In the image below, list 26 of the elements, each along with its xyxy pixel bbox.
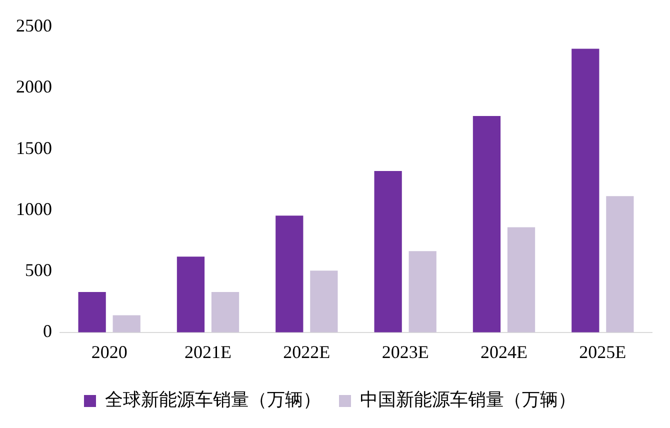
- bar: [78, 292, 106, 332]
- bar: [507, 227, 536, 332]
- bar: [310, 270, 338, 332]
- x-tick-label: 2023E: [382, 342, 429, 362]
- x-tick-label: 2021E: [184, 342, 232, 362]
- x-tick-label: 2022E: [283, 342, 330, 362]
- bar: [211, 292, 240, 332]
- y-tick-label: 0: [43, 321, 52, 342]
- y-tick-label: 2000: [16, 76, 52, 97]
- bar: [606, 196, 634, 332]
- bar: [572, 48, 600, 332]
- x-tick-label: 2020: [91, 342, 128, 362]
- y-tick-label: 1500: [16, 138, 52, 158]
- bar: [408, 251, 436, 332]
- x-tick-label: 2024E: [480, 342, 528, 362]
- bar: [374, 171, 402, 332]
- y-tick-label: 1000: [16, 198, 52, 219]
- bar: [472, 116, 501, 332]
- x-tick-label: 2025E: [579, 342, 626, 362]
- legend-label: 全球新能源车销量（万辆）: [105, 390, 321, 410]
- y-tick-label: 2500: [16, 16, 52, 36]
- bar: [276, 216, 304, 332]
- y-tick-label: 500: [25, 260, 52, 280]
- bar: [176, 256, 205, 332]
- bar: [112, 315, 140, 332]
- legend-label: 中国新能源车销量（万辆）: [360, 390, 576, 410]
